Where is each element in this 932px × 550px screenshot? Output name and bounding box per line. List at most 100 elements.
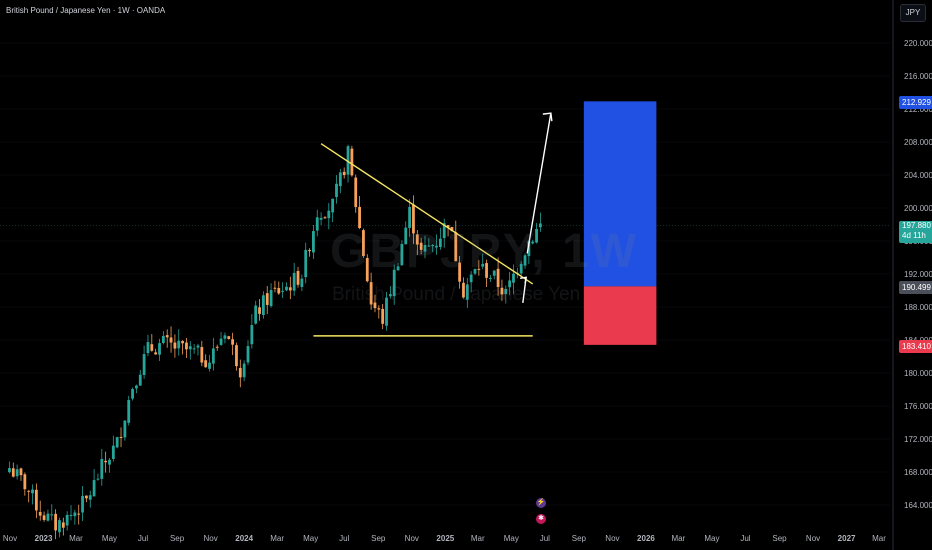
candle-body (100, 458, 104, 479)
candle-body (261, 295, 265, 316)
time-tick-label: Sep (772, 534, 787, 543)
price-tick-label: 172.000 (904, 435, 932, 444)
candle-body (235, 345, 238, 367)
current-price-value: 197.880 (902, 221, 931, 230)
price-tick-label: 192.000 (904, 270, 932, 279)
candle-body (169, 337, 173, 343)
price-tick-label: 216.000 (904, 72, 932, 81)
candle-body (312, 231, 315, 253)
candle-body (500, 287, 504, 295)
candle-body (535, 228, 538, 243)
time-tick-label: Nov (605, 534, 619, 543)
candle-body (85, 495, 88, 499)
candle-body (288, 287, 292, 291)
candle-body (104, 460, 108, 463)
candle-body (385, 297, 388, 326)
candle-body (338, 172, 342, 187)
candle-body (204, 360, 208, 368)
watermark-symbol: GBPJPY, 1W (330, 225, 639, 278)
time-tick-label: Sep (170, 534, 185, 543)
candle-body (211, 348, 215, 364)
candle-body (277, 288, 281, 294)
candle-body (92, 480, 96, 497)
candle-body (81, 495, 84, 513)
candle-body (512, 273, 515, 283)
target-arrowhead (542, 112, 553, 122)
candle-body (331, 198, 335, 213)
time-tick-label: Jul (540, 534, 550, 543)
candle-body (358, 206, 361, 229)
descending-trendline (320, 143, 534, 285)
candle-body (27, 490, 31, 492)
candle-body (435, 245, 438, 248)
price-tick-label: 164.000 (904, 501, 932, 510)
event-dividend-icon[interactable]: ✱ (536, 514, 546, 524)
candle-body (42, 515, 46, 520)
candle-body (11, 468, 15, 477)
candle-body (342, 171, 346, 176)
time-tick-label: Nov (204, 534, 218, 543)
candle-body (227, 336, 231, 339)
candle-body (38, 512, 42, 516)
candle-body (523, 255, 527, 266)
candle-body (127, 400, 131, 423)
price-tick-label: 180.000 (904, 369, 932, 378)
candle-body (431, 245, 435, 247)
time-tick-label: Jul (339, 534, 349, 543)
candle-body (315, 217, 319, 231)
candle-body (323, 217, 327, 219)
stop-price-tag: 183.410 (899, 340, 932, 353)
target-arrow (526, 113, 552, 254)
candle-body (242, 363, 246, 378)
candle-body (200, 347, 204, 363)
price-tick-label: 212.000 (904, 105, 932, 114)
candle-body (181, 341, 184, 344)
candle-body (23, 474, 27, 490)
candle-body (308, 250, 311, 252)
candle-body (423, 245, 427, 252)
candle-body (531, 241, 535, 244)
candle-body (319, 217, 323, 220)
time-tick-label: 2024 (235, 534, 253, 543)
candle-body (115, 437, 119, 448)
candle-body (539, 223, 542, 228)
currency-button[interactable]: JPY (900, 4, 926, 22)
candle-body (208, 362, 211, 369)
target-zone (583, 101, 657, 287)
candle-body (292, 272, 296, 291)
candle-body (438, 238, 442, 248)
candle-body (146, 342, 150, 354)
candle-body (154, 352, 158, 355)
price-axis: 164.000168.000172.000176.000180.000184.0… (892, 0, 932, 550)
candle-body (346, 146, 350, 175)
candle-body (327, 210, 331, 219)
candle-body (77, 513, 81, 515)
price-tick-label: 200.000 (904, 204, 932, 213)
candle-body (281, 290, 285, 292)
chart-title: British Pound / Japanese Yen · 1W · OAND… (6, 6, 166, 15)
candle-body (61, 522, 65, 528)
candle-body (150, 344, 154, 351)
price-tick-label: 168.000 (904, 468, 932, 477)
candle-body (519, 263, 523, 274)
candle-body (269, 290, 273, 307)
candle-body (508, 280, 512, 288)
candle-body (427, 245, 431, 247)
candle-body (158, 343, 161, 355)
candle-body (46, 513, 50, 521)
time-tick-label: Nov (405, 534, 419, 543)
candle-body (404, 227, 408, 245)
time-tick-label: Mar (872, 534, 886, 543)
candle-body (492, 270, 496, 276)
event-lightning-icon[interactable]: ⚡ (536, 498, 546, 508)
candle-body (419, 242, 423, 250)
candle-body (442, 223, 446, 239)
candle-body (138, 374, 142, 386)
candle-body (335, 183, 338, 198)
candle-body (254, 305, 258, 324)
time-tick-label: 2023 (35, 534, 53, 543)
candle-body (477, 268, 481, 270)
candle-body (400, 243, 404, 266)
candle-body (19, 468, 23, 476)
candle-body (362, 230, 365, 257)
